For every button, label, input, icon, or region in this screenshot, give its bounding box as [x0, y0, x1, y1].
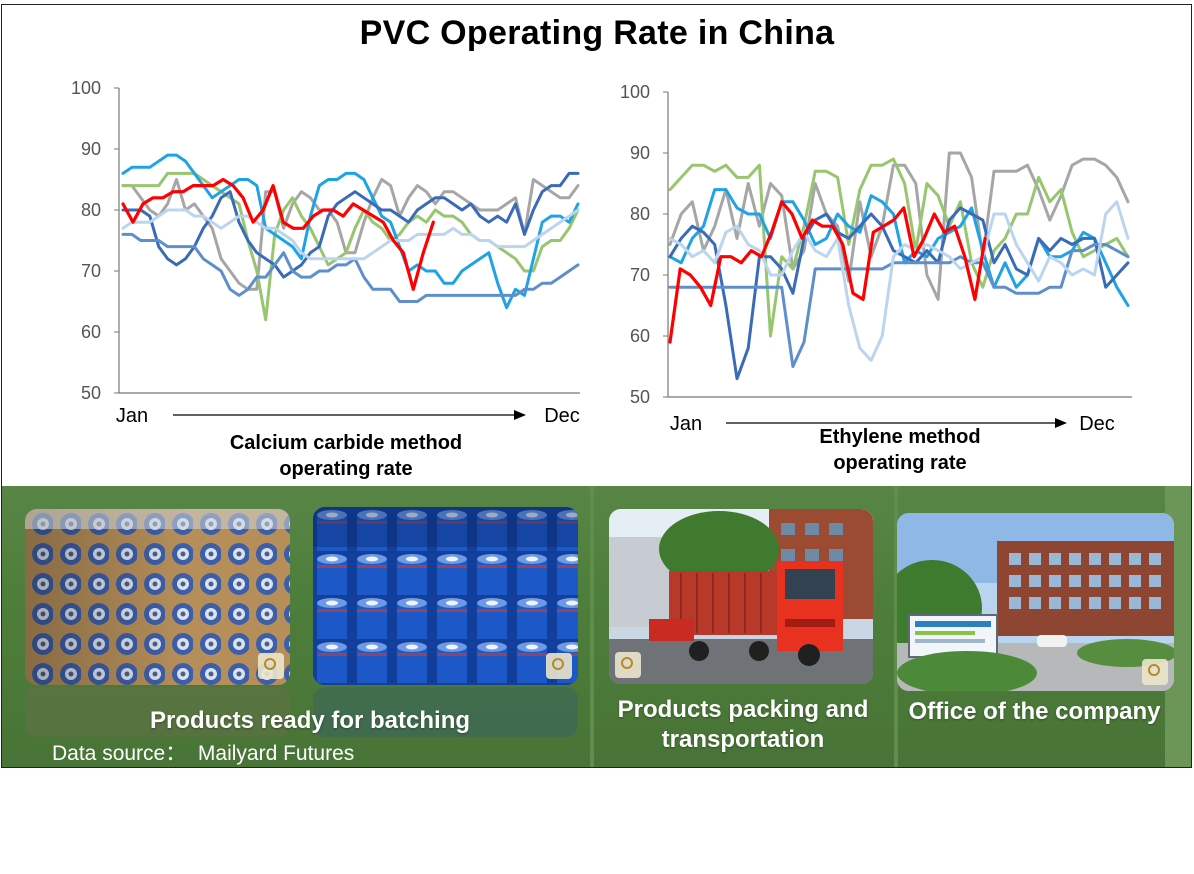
- calcium-series-year-4: [121, 171, 580, 279]
- ethylene-y-tick-label: 60: [630, 326, 650, 346]
- calcium-carbide-caption-line-1: Calcium carbide method: [229, 432, 463, 454]
- calcium-series-year-6: [121, 208, 580, 261]
- batching-label: Products ready for batching: [149, 707, 471, 734]
- ethylene-caption-line-2: operating rate: [833, 452, 967, 474]
- ethylene-series-year-6: [668, 200, 1130, 362]
- ethylene-caption-line-1: Ethylene method: [819, 426, 981, 448]
- ethylene-y-tick-label: 100: [620, 82, 650, 102]
- ethylene-series-year-4: [668, 206, 1130, 381]
- strip-divider: [590, 486, 594, 767]
- ethylene-series-current: [668, 200, 987, 344]
- page-title: PVC Operating Rate in China: [359, 14, 835, 52]
- blue-rolls-photo: [313, 507, 578, 685]
- calcium-series-year-5: [121, 232, 580, 303]
- transport-label: Products packing and transportation: [598, 695, 888, 755]
- calcium-y-tick-label: 70: [81, 261, 101, 281]
- calcium-month-arrow-head: [514, 410, 526, 420]
- calcium-y-tick-label: 50: [81, 383, 101, 403]
- ethylene-y-tick-label: 70: [630, 265, 650, 285]
- ethylene-y-tick-label: 50: [630, 387, 650, 407]
- calcium-series-year-2: [121, 171, 580, 322]
- data-source-label: Data source：: [52, 742, 187, 765]
- calcium-y-tick-label: 60: [81, 322, 101, 342]
- product-rolls-photo: [25, 509, 290, 685]
- calcium-y-tick-label: 100: [71, 78, 101, 98]
- calcium-carbide-chart: 100 90 80 70 60 50 Jan Dec: [71, 78, 580, 427]
- ethylene-y-tick-label: 90: [630, 143, 650, 163]
- calcium-carbide-caption: Calcium carbide method operating rate: [186, 430, 506, 482]
- ethylene-month-arrow-head: [1055, 418, 1067, 428]
- transport-label-line-2: transportation: [661, 726, 825, 753]
- calcium-y-tick-label: 80: [81, 200, 101, 220]
- data-source: Data source： Mailyard Futures: [52, 737, 354, 767]
- ethylene-x-start-label: Jan: [670, 413, 702, 435]
- calcium-x-start-label: Jan: [116, 405, 148, 427]
- calcium-x-end-label: Dec: [544, 405, 580, 427]
- office-label: Office of the company: [908, 698, 1161, 725]
- calcium-y-tick-label: 90: [81, 139, 101, 159]
- ethylene-series-year-1: [668, 151, 1130, 301]
- calcium-series-current: [121, 177, 435, 291]
- data-source-name: Mailyard Futures: [197, 742, 355, 765]
- ethylene-caption: Ethylene method operating rate: [740, 424, 1060, 476]
- truck-transport-photo: [609, 509, 873, 684]
- logo-badge: [546, 653, 572, 679]
- calcium-carbide-caption-line-2: operating rate: [279, 458, 413, 480]
- logo-badge: [1142, 659, 1168, 685]
- logo-badge: [258, 653, 284, 679]
- transport-label-line-1: Products packing and: [617, 696, 869, 723]
- ethylene-x-end-label: Dec: [1079, 413, 1115, 435]
- ethylene-y-tick-label: 80: [630, 204, 650, 224]
- ethylene-chart: 100 90 80 70 60 50 Jan Dec: [620, 82, 1132, 435]
- logo-badge: [615, 652, 641, 678]
- calcium-series-year-1: [121, 178, 580, 291]
- strip-divider: [894, 486, 898, 767]
- office-building-photo: [897, 513, 1174, 691]
- ethylene-series-year-5: [668, 243, 1130, 368]
- ethylene-series-year-2: [668, 157, 1130, 338]
